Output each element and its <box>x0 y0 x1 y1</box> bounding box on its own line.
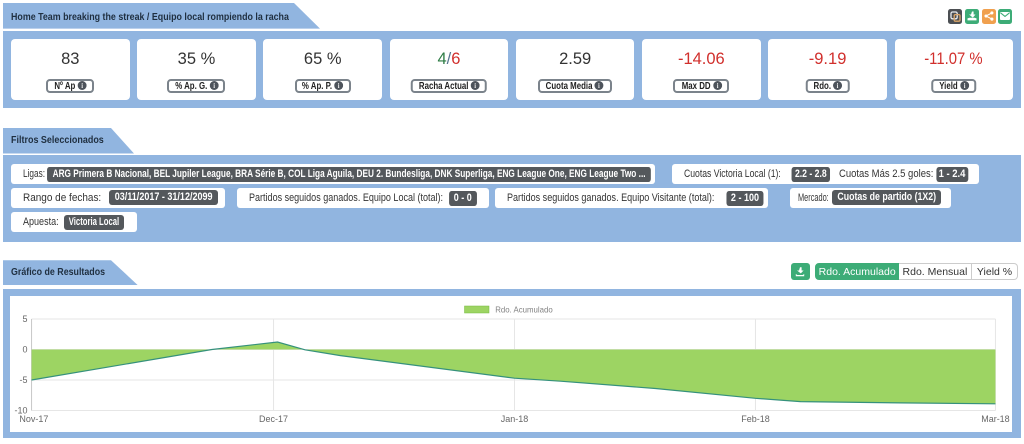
svg-text:Dec-17: Dec-17 <box>259 414 288 424</box>
svg-text:i: i <box>963 83 965 90</box>
svg-text:i: i <box>474 83 476 90</box>
svg-text:i: i <box>716 83 718 90</box>
svg-text:-5: -5 <box>19 375 27 385</box>
svg-text:i: i <box>213 83 215 90</box>
svg-text:i: i <box>599 83 601 90</box>
svg-text:Feb-18: Feb-18 <box>741 414 769 424</box>
svg-text:Jan-18: Jan-18 <box>500 414 527 424</box>
svg-text:-10: -10 <box>14 406 27 416</box>
svg-text:5: 5 <box>22 314 27 324</box>
svg-text:Rdo. Acumulado: Rdo. Acumulado <box>495 305 553 315</box>
svg-text:i: i <box>81 83 83 90</box>
svg-text:Nov-17: Nov-17 <box>19 414 48 424</box>
svg-text:i: i <box>837 83 839 90</box>
svg-text:i: i <box>338 83 340 90</box>
svg-text:Mar-18: Mar-18 <box>981 414 1009 424</box>
svg-text:0: 0 <box>22 345 27 355</box>
